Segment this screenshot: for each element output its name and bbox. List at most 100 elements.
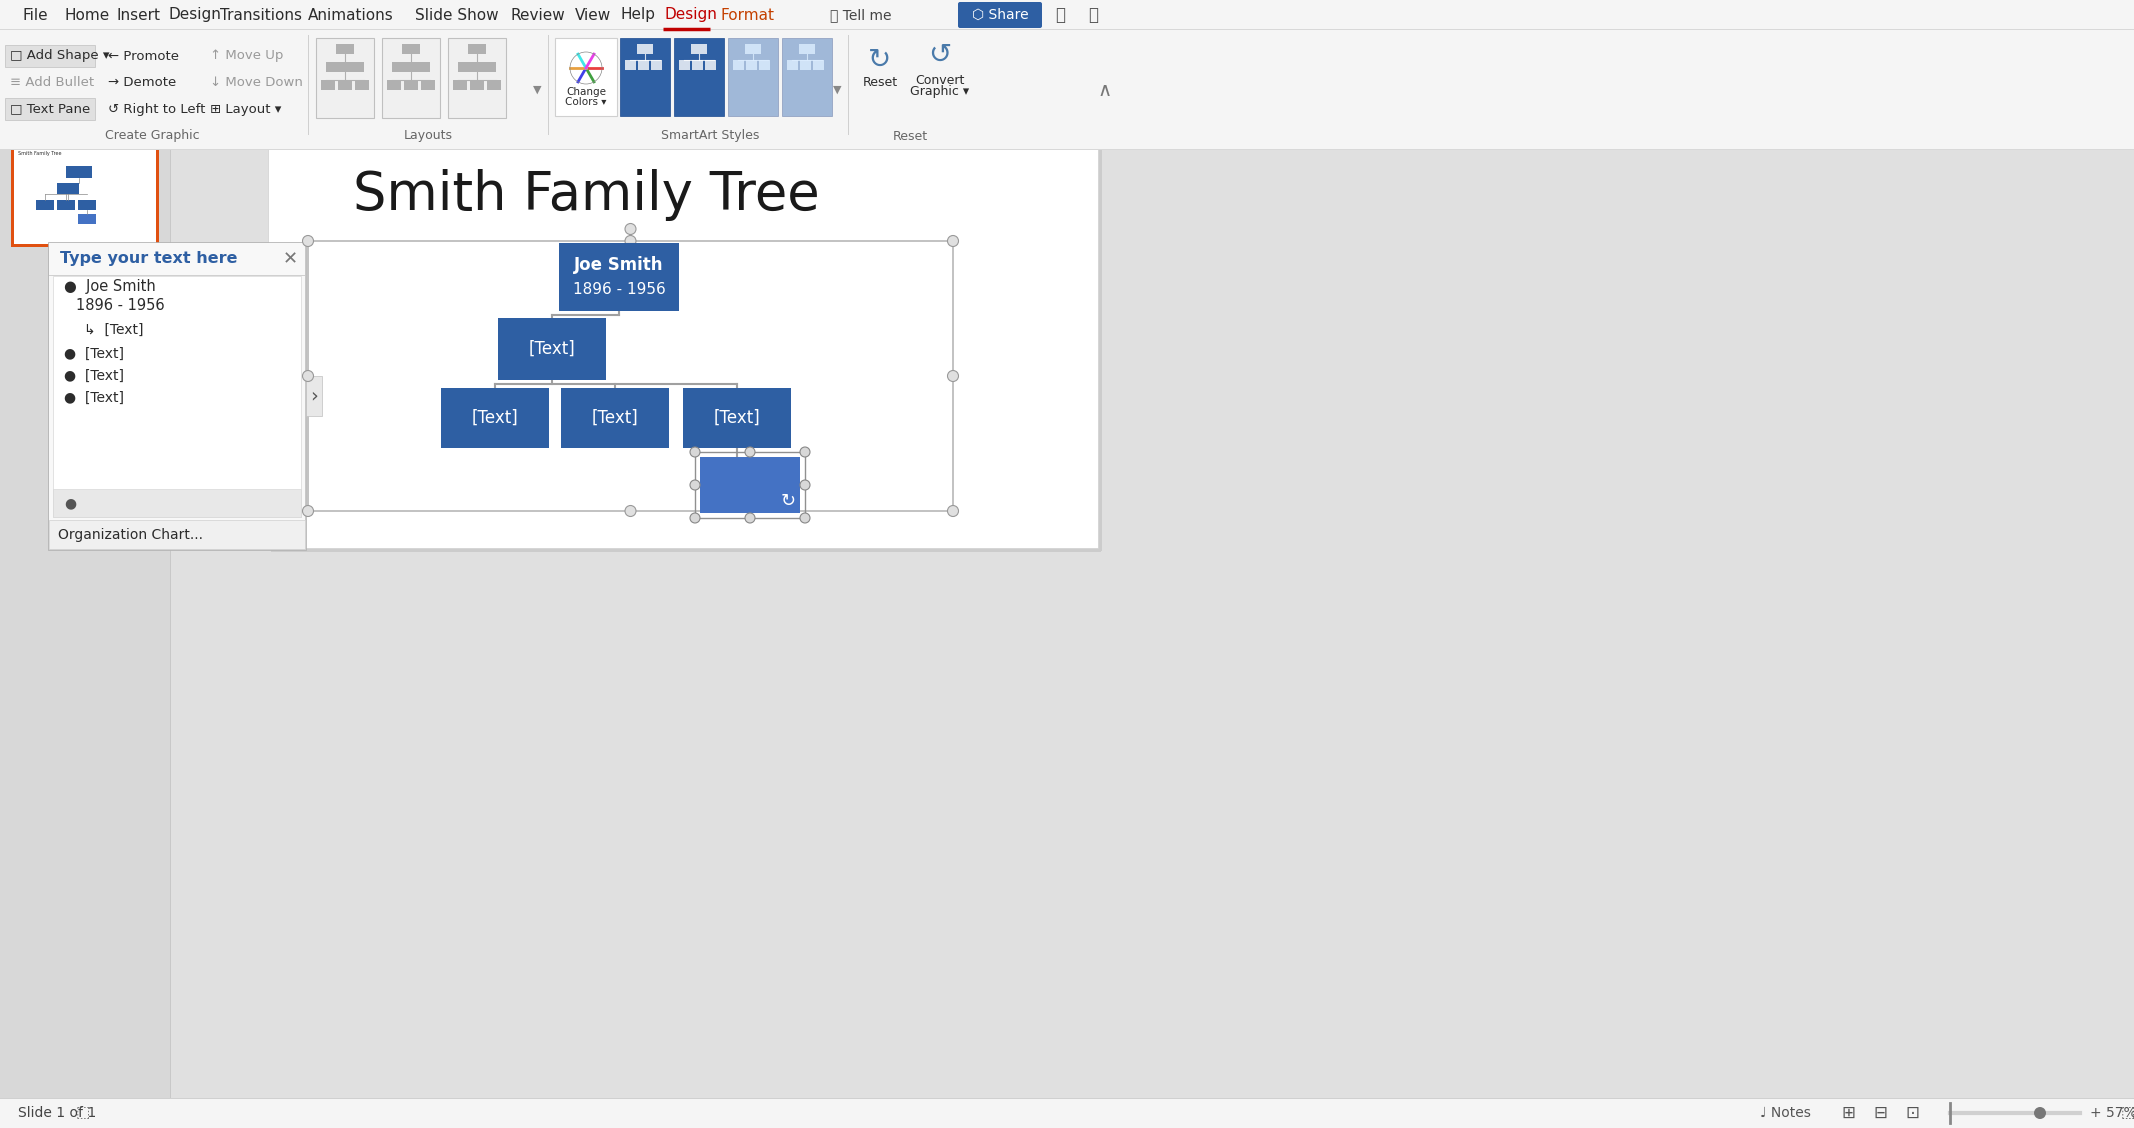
Circle shape bbox=[800, 481, 811, 490]
Text: ●: ● bbox=[64, 496, 77, 510]
Bar bbox=[459, 62, 495, 72]
Circle shape bbox=[947, 505, 958, 517]
Bar bbox=[403, 80, 418, 90]
Bar bbox=[683, 388, 792, 448]
Text: ›: › bbox=[309, 387, 318, 405]
Text: Help: Help bbox=[621, 8, 655, 23]
Text: ↑ Move Up: ↑ Move Up bbox=[209, 50, 284, 62]
Bar bbox=[745, 44, 762, 54]
Bar bbox=[58, 183, 79, 194]
Bar bbox=[401, 44, 420, 54]
Bar bbox=[469, 80, 484, 90]
Bar bbox=[467, 44, 487, 54]
Text: 1: 1 bbox=[9, 124, 17, 140]
Bar bbox=[0, 150, 171, 1098]
Bar bbox=[696, 452, 805, 518]
Text: [Text]: [Text] bbox=[529, 340, 576, 358]
Bar bbox=[58, 200, 75, 210]
Text: ↓ Move Down: ↓ Move Down bbox=[209, 77, 303, 89]
Bar bbox=[49, 520, 305, 549]
Bar bbox=[728, 38, 779, 116]
Text: → Demote: → Demote bbox=[109, 77, 177, 89]
Circle shape bbox=[2034, 1107, 2047, 1119]
Text: ⬡ Share: ⬡ Share bbox=[971, 8, 1029, 23]
Bar bbox=[798, 44, 815, 54]
Bar bbox=[0, 0, 2134, 30]
Text: ↳  [Text]: ↳ [Text] bbox=[83, 323, 143, 337]
Text: 1896 - 1956: 1896 - 1956 bbox=[77, 299, 164, 314]
Text: ≡ Add Bullet: ≡ Add Bullet bbox=[11, 77, 94, 89]
Bar bbox=[79, 200, 96, 210]
Text: View: View bbox=[574, 8, 610, 23]
Bar bbox=[674, 38, 723, 116]
Text: Convert: Convert bbox=[915, 73, 965, 87]
Circle shape bbox=[800, 513, 811, 523]
Text: ⊟: ⊟ bbox=[1874, 1104, 1886, 1122]
Text: Review: Review bbox=[510, 8, 566, 23]
Bar bbox=[382, 38, 440, 118]
Bar bbox=[732, 60, 745, 70]
Bar bbox=[813, 60, 824, 70]
Bar bbox=[760, 60, 770, 70]
Text: ⊞ Layout ▾: ⊞ Layout ▾ bbox=[209, 103, 282, 115]
FancyBboxPatch shape bbox=[958, 2, 1041, 28]
Bar bbox=[316, 38, 373, 118]
Bar bbox=[651, 60, 662, 70]
Text: Design: Design bbox=[169, 8, 222, 23]
Circle shape bbox=[303, 370, 314, 381]
Bar bbox=[561, 388, 668, 448]
Text: Organization Chart...: Organization Chart... bbox=[58, 528, 203, 541]
Text: ▼: ▼ bbox=[832, 85, 841, 95]
Text: ●  [Text]: ● [Text] bbox=[64, 369, 124, 384]
Bar bbox=[11, 146, 160, 247]
Text: ↻: ↻ bbox=[781, 492, 796, 510]
Text: SmartArt Styles: SmartArt Styles bbox=[662, 130, 760, 142]
Bar bbox=[327, 62, 365, 72]
Circle shape bbox=[947, 370, 958, 381]
Text: Reset: Reset bbox=[892, 130, 928, 142]
Bar bbox=[781, 38, 832, 116]
Bar bbox=[704, 60, 717, 70]
Text: Home: Home bbox=[64, 8, 111, 23]
Bar bbox=[79, 214, 96, 224]
Text: ⬚: ⬚ bbox=[77, 1105, 90, 1120]
Bar bbox=[625, 60, 636, 70]
Text: 🙂: 🙂 bbox=[1088, 6, 1099, 24]
Bar bbox=[691, 60, 702, 70]
Text: Type your text here: Type your text here bbox=[60, 252, 237, 266]
Bar bbox=[337, 80, 352, 90]
Bar bbox=[320, 80, 335, 90]
Text: ← Promote: ← Promote bbox=[109, 50, 179, 62]
Bar bbox=[307, 241, 954, 511]
Text: Change: Change bbox=[566, 87, 606, 97]
Bar bbox=[800, 60, 811, 70]
Text: 💬: 💬 bbox=[1054, 6, 1065, 24]
Text: 1896 - 1956: 1896 - 1956 bbox=[572, 282, 666, 297]
Text: ●  [Text]: ● [Text] bbox=[64, 391, 124, 405]
Bar bbox=[448, 38, 506, 118]
Bar bbox=[49, 243, 305, 275]
Bar bbox=[0, 30, 2134, 150]
Circle shape bbox=[800, 447, 811, 457]
Circle shape bbox=[947, 236, 958, 247]
Bar bbox=[271, 548, 1101, 552]
Text: [Text]: [Text] bbox=[713, 409, 760, 428]
Text: Smith Family Tree: Smith Family Tree bbox=[17, 151, 62, 157]
Bar bbox=[787, 60, 798, 70]
Text: [Text]: [Text] bbox=[591, 409, 638, 428]
Bar bbox=[47, 243, 305, 550]
Bar bbox=[747, 60, 758, 70]
Bar bbox=[691, 44, 706, 54]
Circle shape bbox=[303, 236, 314, 247]
Circle shape bbox=[303, 505, 314, 517]
Bar bbox=[559, 243, 679, 311]
Bar bbox=[0, 1098, 2134, 1128]
Circle shape bbox=[689, 481, 700, 490]
Circle shape bbox=[745, 447, 755, 457]
Bar bbox=[335, 44, 354, 54]
Bar bbox=[49, 243, 305, 549]
Text: □ Add Shape ▾: □ Add Shape ▾ bbox=[11, 50, 109, 62]
Circle shape bbox=[625, 223, 636, 235]
Bar bbox=[0, 150, 2134, 1098]
Bar bbox=[442, 388, 548, 448]
